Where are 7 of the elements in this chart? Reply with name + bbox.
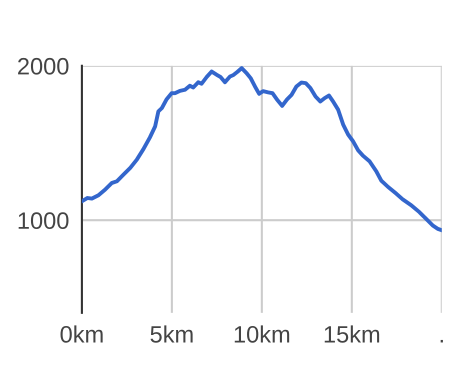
x-tick-label: . — [440, 340, 443, 342]
x-tick-label: 10km — [234, 325, 290, 343]
y-tick-label: 1000 — [18, 212, 68, 230]
y-tick-label: 2000 — [18, 58, 68, 75]
x-tick-label: 5km — [150, 325, 193, 343]
x-tick-label: 0km — [60, 325, 103, 343]
x-tick-label: 15km — [324, 325, 380, 343]
